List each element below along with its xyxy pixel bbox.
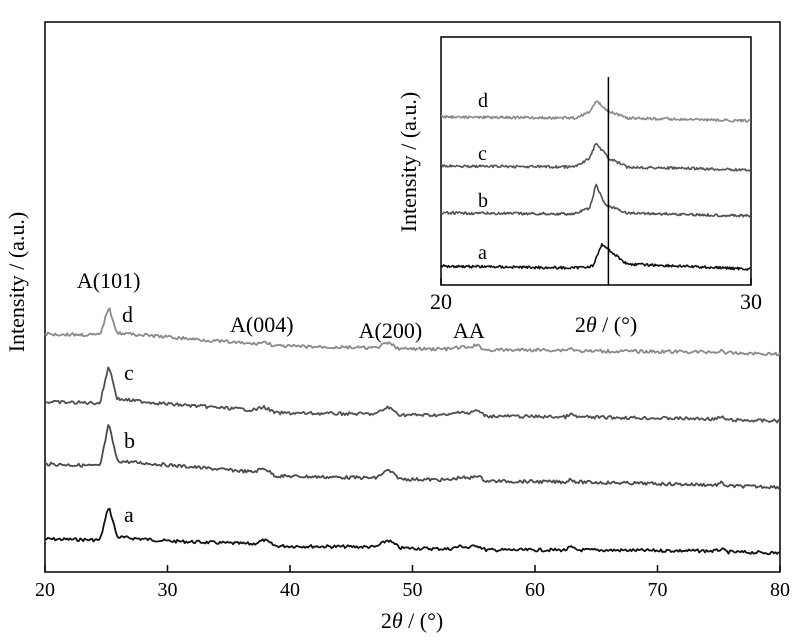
inset-x-ticks: 20 30: [430, 278, 762, 314]
series-label-d: d: [478, 90, 488, 112]
series-line-c: [44, 366, 781, 424]
main-annotations: A(101) A(004) A(200) AA: [77, 268, 485, 343]
main-x-axis-label: 2θ / (°): [381, 608, 443, 633]
x-tick-label: 70: [648, 579, 668, 601]
series-label-b: b: [124, 428, 135, 453]
peak-annotation: A(101): [77, 268, 141, 293]
inset-plot-frame: [440, 36, 752, 286]
inset-x-axis-label: 2θ / (°): [575, 312, 637, 337]
series-line-c: [440, 142, 752, 172]
x-tick-label: 40: [280, 579, 300, 601]
series-line-a: [44, 507, 781, 556]
main-x-ticks: 20 30 40 50 60 70 80: [35, 565, 790, 601]
series-label-c: c: [124, 360, 134, 385]
inset-series-group: a b c d: [440, 90, 752, 271]
series-label-b: b: [478, 190, 488, 212]
peak-annotation: A(200): [359, 318, 423, 343]
main-y-axis-label: Intensity / (a.u.): [4, 212, 29, 353]
x-tick-label: 60: [525, 579, 545, 601]
x-tick-label: 20: [430, 289, 452, 314]
x-tick-label: 20: [35, 579, 55, 601]
peak-annotation: A(004): [230, 312, 294, 337]
inset-y-axis-label: Intensity / (a.u.): [396, 92, 421, 233]
x-tick-label: 30: [158, 579, 178, 601]
series-line-b: [44, 424, 781, 490]
series-label-a: a: [478, 242, 487, 264]
peak-annotation: AA: [453, 318, 485, 343]
series-label-a: a: [124, 502, 134, 527]
series-label-d: d: [122, 302, 133, 327]
x-tick-label: 80: [770, 579, 790, 601]
series-line-d: [440, 100, 751, 123]
series-label-c: c: [478, 143, 487, 165]
series-line-d: [44, 307, 781, 357]
main-series-group: a b c d: [44, 302, 781, 556]
x-tick-label: 30: [740, 289, 762, 314]
x-tick-label: 50: [403, 579, 423, 601]
series-line-b: [440, 183, 752, 218]
series-line-a: [440, 242, 751, 271]
